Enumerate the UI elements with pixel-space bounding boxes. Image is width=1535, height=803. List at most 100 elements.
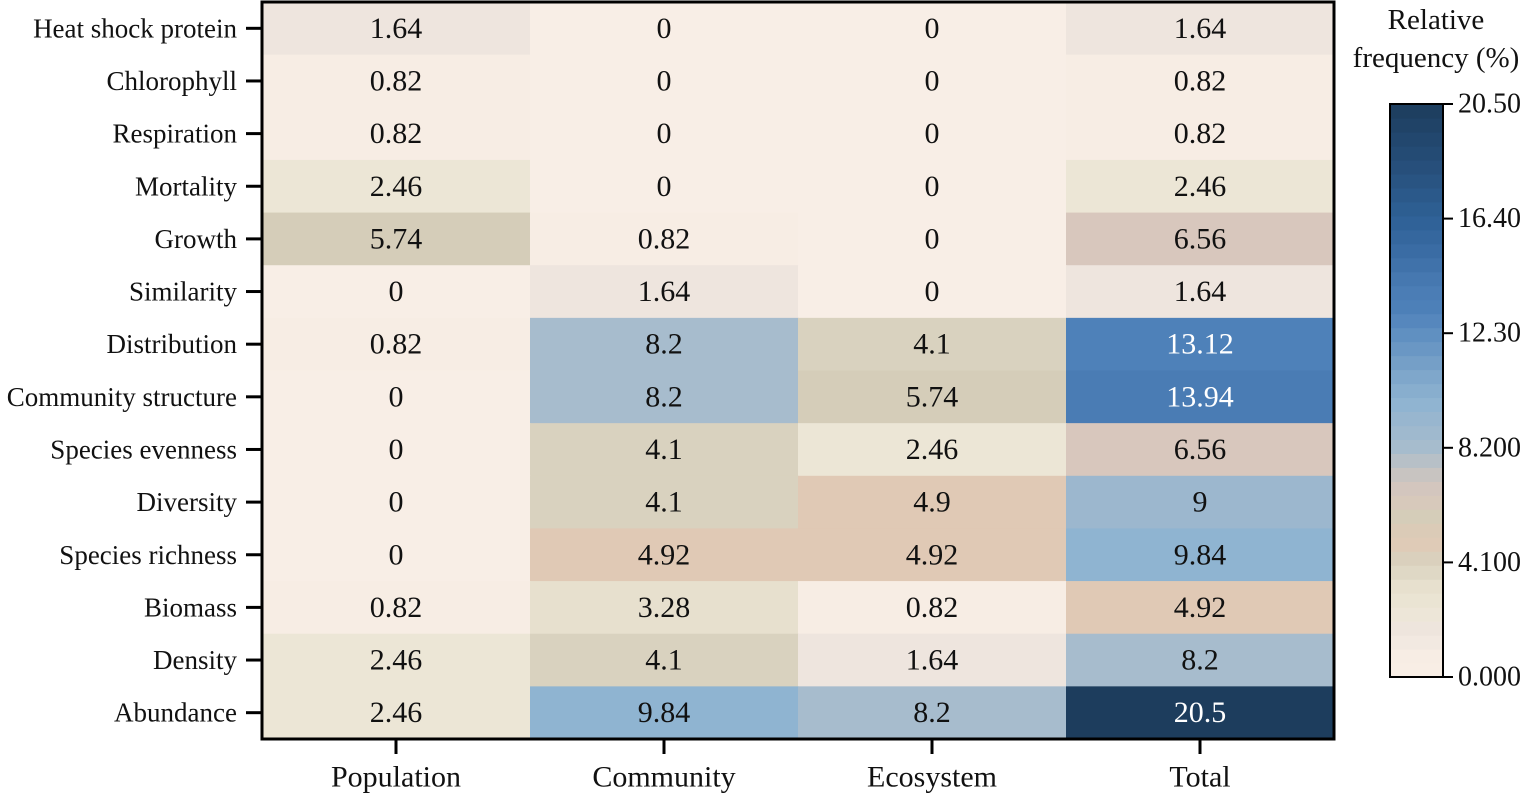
cell-value-label: 1.64: [638, 275, 691, 308]
heatmap-cell: [798, 265, 1067, 319]
colorbar-band: [1390, 495, 1443, 510]
heatmap-cell: [262, 212, 531, 266]
heatmap-cell: [798, 212, 1067, 266]
cell-value-label: 0: [925, 170, 940, 203]
colorbar-band: [1390, 173, 1443, 189]
colorbar-tick-label: 20.50: [1458, 89, 1521, 120]
cell-value-label: 8.2: [645, 380, 683, 413]
cell-value-label: 2.46: [906, 433, 959, 466]
cell-value-label: 4.1: [645, 644, 683, 677]
heatmap-cell: [530, 423, 799, 477]
cell-value-label: 0: [925, 64, 940, 97]
cell-value-label: 0: [657, 64, 672, 97]
heatmap-cell: [798, 317, 1067, 372]
colorbar-band: [1390, 285, 1443, 301]
y-axis-label: Community structure: [7, 382, 237, 412]
cell-value-label: 4.92: [906, 538, 959, 571]
cell-value-label: 1.64: [1174, 12, 1227, 45]
colorbar-band: [1390, 215, 1443, 231]
cell-value-label: 0.82: [906, 591, 959, 624]
colorbar-band: [1390, 439, 1443, 454]
colorbar-tick-label: 0.000: [1458, 662, 1521, 693]
heatmap-cell: [798, 581, 1067, 635]
colorbar-tick-label: 8.200: [1458, 432, 1521, 463]
y-axis-label: Abundance: [114, 698, 237, 728]
heatmap-cell: [1066, 633, 1335, 687]
colorbar-band: [1390, 509, 1443, 524]
y-axis-label: Species richness: [59, 540, 237, 570]
colorbar-band: [1390, 481, 1443, 496]
colorbar-band: [1390, 663, 1443, 678]
heatmap-cell: [530, 54, 799, 108]
cell-value-label: 1.64: [1174, 275, 1227, 308]
heatmap-cell: [1066, 581, 1335, 635]
colorbar-band: [1390, 299, 1443, 315]
heatmap-cell: [1066, 423, 1335, 477]
colorbar-band: [1390, 593, 1443, 608]
heatmap-cells: [262, 2, 1335, 740]
heatmap-cell: [530, 212, 799, 266]
heatmap-cell: [530, 2, 799, 56]
cell-value-label: 20.5: [1174, 696, 1227, 729]
y-axis: Heat shock protein Chlorophyll Respiration…: [7, 13, 262, 728]
x-axis-label: Total: [1169, 761, 1230, 794]
heatmap-cell: [1066, 317, 1335, 372]
colorbar-band: [1390, 355, 1443, 371]
colorbar-band: [1390, 649, 1443, 664]
heatmap-cell: [1066, 686, 1335, 740]
colorbar-band: [1390, 397, 1443, 413]
heatmap-cell: [1066, 265, 1335, 319]
heatmap-cell: [262, 528, 531, 582]
heatmap-cell: [530, 633, 799, 687]
cell-value-label: 4.1: [645, 433, 683, 466]
cell-value-label: 1.64: [906, 644, 959, 677]
y-axis-label: Density: [153, 645, 237, 675]
heatmap-cell: [798, 54, 1067, 108]
colorbar-axis: 0.000 4.100 8.200 12.30 16.40 20.50: [1443, 89, 1521, 693]
cell-value-label: 0: [389, 486, 404, 519]
colorbar-band: [1390, 201, 1443, 217]
colorbar-band: [1390, 551, 1443, 566]
heatmap-cell: [262, 317, 531, 372]
cell-value-label: 0: [389, 275, 404, 308]
cell-value-label: 2.46: [370, 644, 423, 677]
cell-value-label: 8.2: [1181, 644, 1219, 677]
x-axis-label: Community: [592, 761, 735, 794]
heatmap-cell: [530, 475, 799, 530]
colorbar-band: [1390, 145, 1443, 161]
heatmap-cell: [262, 2, 531, 56]
cell-value-label: 5.74: [906, 380, 959, 413]
heatmap-cell: [1066, 2, 1335, 56]
cell-value-label: 2.46: [370, 696, 423, 729]
y-axis-label: Distribution: [106, 329, 237, 359]
cell-value-label: 0.82: [370, 591, 423, 624]
heatmap-cell: [262, 423, 531, 477]
cell-value-label: 0: [657, 12, 672, 45]
colorbar-band: [1390, 257, 1443, 273]
cell-value-label: 0.82: [370, 64, 423, 97]
cell-value-label: 0.82: [638, 222, 691, 255]
heatmap-cell: [262, 265, 531, 319]
cell-value-label: 4.9: [913, 486, 951, 519]
colorbar-band: [1390, 117, 1443, 133]
heatmap-cell: [798, 159, 1067, 214]
colorbar-frame: [1389, 103, 1444, 678]
cell-value-label: 4.92: [1174, 591, 1227, 624]
colorbar-tick-label: 16.40: [1458, 203, 1521, 234]
colorbar-band: [1390, 635, 1443, 650]
y-axis-label: Growth: [155, 224, 238, 254]
colorbar-band: [1390, 411, 1443, 427]
heatmap-cell: [1066, 107, 1335, 161]
x-axis-label: Population: [331, 761, 461, 794]
colorbar-band: [1390, 327, 1443, 343]
heatmap-cell: [798, 633, 1067, 687]
y-axis-label: Heat shock protein: [33, 13, 237, 43]
cell-value-label: 8.2: [913, 696, 951, 729]
heatmap-cell: [530, 581, 799, 635]
heatmap-cell: [262, 633, 531, 687]
cell-value-label: 0.82: [370, 117, 423, 150]
cell-value-label: 1.64: [370, 12, 423, 45]
colorbar-band: [1390, 565, 1443, 580]
colorbar-band: [1390, 159, 1443, 175]
